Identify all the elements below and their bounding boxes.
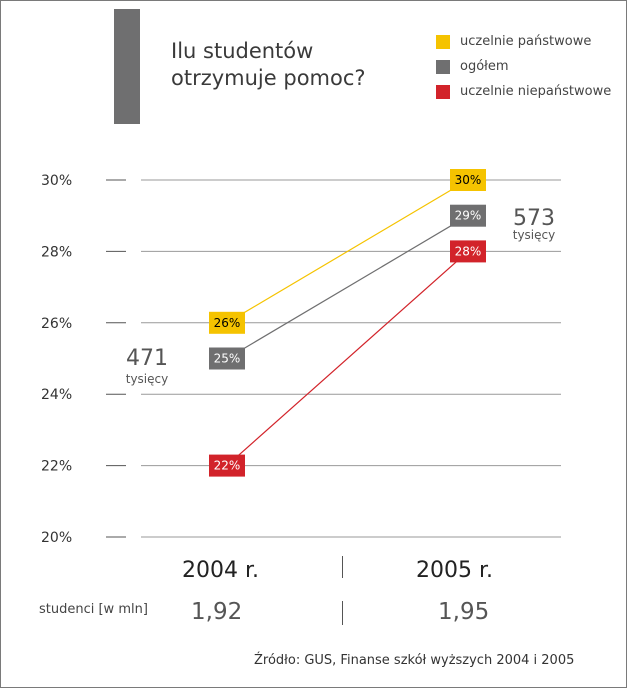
series-line xyxy=(226,179,469,324)
series-line xyxy=(226,215,469,360)
accent-bar xyxy=(114,9,140,124)
students-label: studenci [w mln] xyxy=(39,602,148,617)
y-tick-label: 26% xyxy=(41,316,72,332)
legend-label-private: uczelnie niepaństwowe xyxy=(460,84,612,99)
legend-item-total: ogółem xyxy=(436,54,611,79)
students-2005: 1,95 xyxy=(438,599,490,625)
data-label: 28% xyxy=(455,244,482,258)
y-tick-label: 22% xyxy=(41,459,72,475)
legend-swatch-state xyxy=(436,34,450,49)
data-label: 22% xyxy=(214,459,241,473)
data-label: 26% xyxy=(214,316,241,330)
annotation-2005-number: 573 xyxy=(513,206,555,231)
chart-title: Ilu studentów otrzymuje pomoc? xyxy=(171,39,366,90)
data-label: 29% xyxy=(455,209,482,223)
legend-item-state: uczelnie państwowe xyxy=(436,29,611,54)
series-line xyxy=(226,250,469,467)
data-point-box xyxy=(450,240,486,263)
data-label: 25% xyxy=(214,352,241,366)
legend-label-total: ogółem xyxy=(460,59,509,74)
legend-item-private: uczelnie niepaństwowe xyxy=(436,79,611,104)
y-tick-label: 20% xyxy=(41,530,72,546)
legend-label-state: uczelnie państwowe xyxy=(460,34,592,49)
annotation-2004-number: 471 xyxy=(126,346,168,371)
y-tick-label: 24% xyxy=(41,387,72,403)
line-chart: 30%28%26%24%22%20%26%30%25%29%22%28%471t… xyxy=(41,169,561,546)
students-2004: 1,92 xyxy=(191,599,243,625)
x-label-2005: 2005 r. xyxy=(416,558,493,583)
legend-swatch-private xyxy=(436,84,450,99)
data-point-box xyxy=(450,169,486,191)
legend: uczelnie państwowe ogółem uczelnie niepa… xyxy=(436,29,611,104)
data-label: 30% xyxy=(455,173,482,187)
annotation-2004-unit: tysięcy xyxy=(126,372,168,386)
y-tick-label: 28% xyxy=(41,244,72,260)
data-point-box xyxy=(209,311,245,334)
data-point-box xyxy=(209,347,245,370)
x-label-2004: 2004 r. xyxy=(182,558,259,583)
y-tick-label: 30% xyxy=(41,173,72,189)
year-separator xyxy=(342,556,343,578)
source-note: Źródło: GUS, Finanse szkół wyższych 2004… xyxy=(254,653,575,668)
data-point-box xyxy=(209,454,245,477)
data-point-box xyxy=(450,204,486,227)
legend-swatch-total xyxy=(436,59,450,74)
annotation-2005-unit: tysięcy xyxy=(513,228,555,242)
students-separator xyxy=(342,601,343,625)
